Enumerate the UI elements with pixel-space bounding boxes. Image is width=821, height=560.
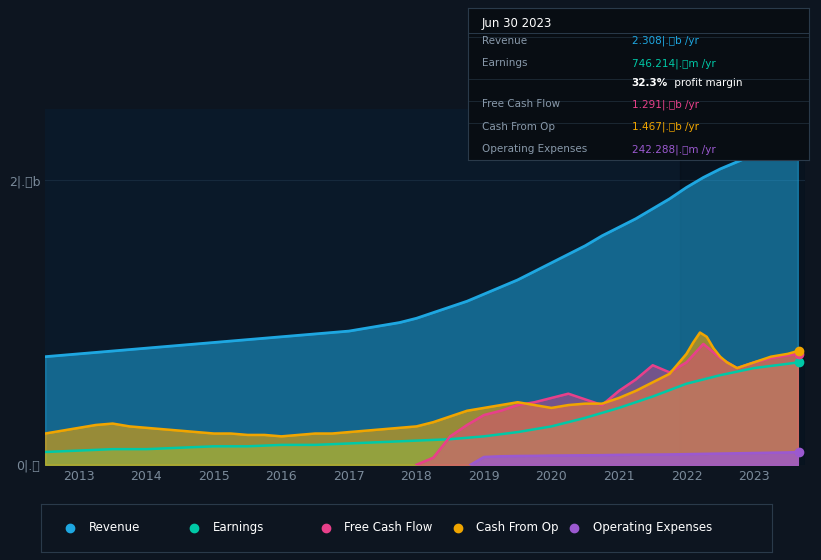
Text: Cash From Op: Cash From Op — [482, 122, 555, 132]
Text: Free Cash Flow: Free Cash Flow — [344, 521, 433, 534]
Text: 1.467|.ฺb /yr: 1.467|.ฺb /yr — [631, 122, 699, 132]
Text: profit margin: profit margin — [671, 78, 742, 88]
Text: 1.291|.ฺb /yr: 1.291|.ฺb /yr — [631, 99, 699, 110]
Text: 242.288|.ฺm /yr: 242.288|.ฺm /yr — [631, 144, 715, 155]
Text: Jun 30 2023: Jun 30 2023 — [482, 17, 552, 30]
Text: Revenue: Revenue — [89, 521, 140, 534]
Text: 2.308|.ฺb /yr: 2.308|.ฺb /yr — [631, 36, 699, 46]
Text: Operating Expenses: Operating Expenses — [593, 521, 712, 534]
Text: Operating Expenses: Operating Expenses — [482, 144, 587, 155]
Bar — [680, 109, 805, 465]
Text: 746.214|.ฺm /yr: 746.214|.ฺm /yr — [631, 58, 715, 69]
Text: Free Cash Flow: Free Cash Flow — [482, 99, 560, 109]
Text: Earnings: Earnings — [213, 521, 264, 534]
Text: Cash From Op: Cash From Op — [476, 521, 558, 534]
Text: 32.3%: 32.3% — [631, 78, 667, 88]
Text: Revenue: Revenue — [482, 36, 527, 45]
Text: Earnings: Earnings — [482, 58, 527, 68]
